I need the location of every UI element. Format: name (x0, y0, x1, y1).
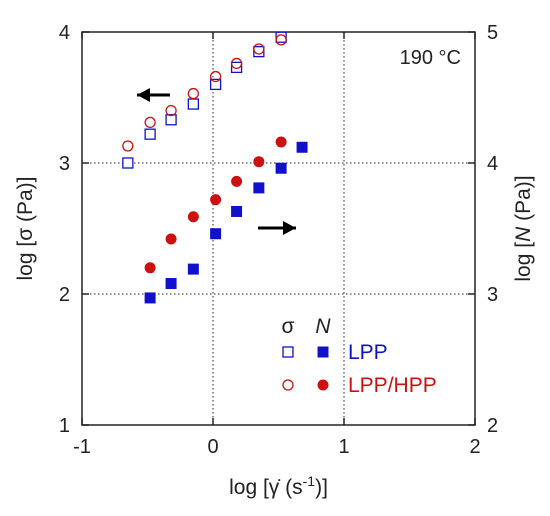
x-axis-title: log [γ̇ (s-1)] (229, 473, 328, 499)
x-axis-title-exponent: -1 (303, 473, 316, 489)
data-point (122, 140, 134, 152)
data-series (122, 31, 308, 304)
legend-marker-lpp-sigma (282, 346, 294, 358)
arrow-head (137, 88, 150, 102)
right-y-axis-title-italic: N (512, 226, 535, 242)
x-axis-title-gammadot: γ̇ (269, 476, 281, 499)
ticks: -1 0 1 2 1 2 3 4 2 3 4 5 (59, 22, 498, 458)
series-sigma-lpp-hpp (122, 34, 287, 152)
data-point (187, 98, 200, 110)
legend-label-lpp: LPP (348, 341, 388, 364)
data-point (144, 116, 156, 129)
data-point (144, 128, 156, 140)
data-point (187, 263, 199, 275)
left-axis-arrow (137, 88, 170, 102)
data-point (231, 205, 243, 217)
right-y-axis-title-suffix: (Pa)] (512, 175, 535, 226)
series-n-lpp (144, 141, 308, 304)
arrow-head (283, 221, 296, 235)
left-y-tick-label: 1 (59, 415, 70, 437)
left-y-tick-label: 2 (59, 284, 70, 306)
right-y-axis-title-prefix: log [ (512, 242, 535, 282)
data-point (296, 141, 308, 153)
left-y-tick-label: 3 (59, 153, 70, 175)
data-point (209, 78, 222, 91)
data-point (187, 211, 199, 223)
x-tick-label: 1 (338, 436, 349, 458)
right-y-tick-label: 4 (487, 153, 498, 175)
data-point (209, 70, 222, 83)
right-y-tick-label: 2 (487, 415, 498, 437)
legend-marker-lpp-n (317, 346, 329, 358)
legend-header-n: N (315, 315, 331, 338)
data-point (231, 175, 243, 187)
right-y-tick-label: 3 (487, 284, 498, 306)
data-point (275, 136, 287, 148)
data-point (165, 114, 177, 126)
legend-marker-lpp-hpp-n (317, 379, 329, 391)
series-n-lpp-hpp (144, 136, 287, 274)
right-y-axis-title: log [N (Pa)] (512, 175, 535, 281)
data-point (144, 262, 156, 274)
left-y-tick-label: 4 (59, 22, 70, 44)
data-point (253, 43, 265, 55)
legend-header-sigma: σ (282, 315, 295, 338)
x-axis-title-prefix: log [ (229, 476, 269, 499)
data-point (230, 61, 243, 74)
x-axis-title-unit: (s (279, 476, 302, 499)
data-point (187, 87, 200, 100)
legend-markers (282, 346, 329, 391)
data-point (210, 194, 222, 206)
legend-marker-lpp-hpp-sigma (282, 379, 294, 391)
x-tick-label: 0 (207, 436, 218, 458)
x-tick-label: -1 (73, 436, 91, 458)
x-axis-title-suffix: )] (315, 476, 328, 499)
data-point (230, 57, 243, 70)
right-axis-arrow (258, 221, 296, 235)
legend: σ N LPP LPP/HPP (282, 315, 437, 397)
data-point (275, 34, 287, 46)
data-point (210, 228, 222, 240)
data-point (165, 278, 177, 290)
data-point (165, 233, 177, 245)
data-point (275, 162, 287, 174)
temperature-annotation: 190 °C (400, 47, 461, 69)
data-point (253, 156, 265, 168)
left-y-axis-title: log [σ (Pa)] (14, 177, 37, 281)
data-point (253, 182, 265, 194)
x-tick-label: 2 (469, 436, 480, 458)
data-point (122, 157, 134, 169)
data-point (165, 104, 177, 117)
right-y-tick-label: 5 (487, 22, 498, 44)
data-point (144, 292, 156, 304)
legend-label-lpp-hpp: LPP/HPP (348, 374, 437, 397)
